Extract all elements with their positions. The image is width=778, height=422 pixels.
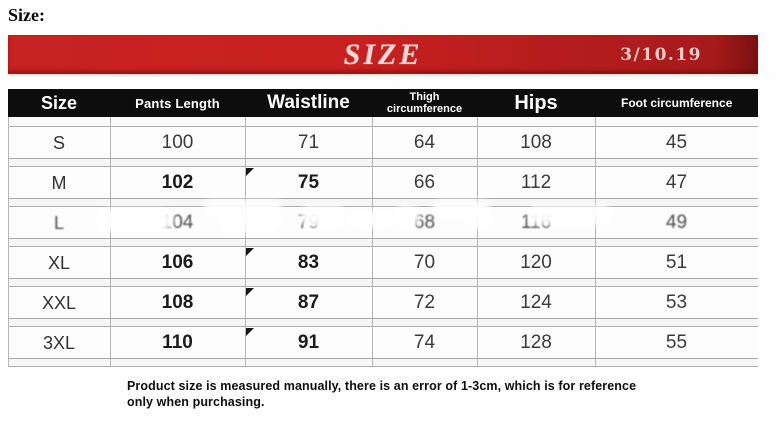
size-section-label: Size: [8, 5, 45, 25]
value-cell: 83 [297, 251, 320, 273]
cell-corner-marker-icon [246, 168, 254, 176]
grid-spacer-row [8, 159, 758, 167]
grid-spacer-row [8, 239, 758, 247]
value-cell: 87 [297, 291, 320, 313]
column-header-hips: Hips [514, 91, 558, 114]
value-cell: 124 [520, 291, 552, 313]
column-header-thigh-circumference: Thigh circumference [386, 91, 463, 115]
value-cell: 108 [161, 291, 194, 313]
whiteout-smudge [96, 209, 174, 231]
value-cell: 45 [665, 131, 688, 153]
size-cell: XXL [41, 292, 77, 313]
value-cell: 110 [162, 331, 193, 353]
value-cell: 66 [413, 171, 436, 193]
grid-spacer-row [8, 279, 758, 287]
grid-line [595, 117, 596, 367]
value-cell: 53 [665, 291, 688, 313]
size-cell: L [53, 212, 64, 233]
whiteout-smudge [466, 207, 492, 229]
table-row: 3XL 110 91 74 128 55 [8, 327, 758, 359]
value-cell: 51 [665, 251, 688, 273]
whiteout-smudge [300, 205, 346, 227]
column-header-size: Size [40, 92, 78, 113]
value-cell: 112 [520, 171, 552, 193]
table-header-row: Size Pants Length Waistline Thigh circum… [8, 89, 758, 117]
grid-line [245, 117, 246, 367]
value-cell: 91 [297, 331, 320, 353]
whiteout-smudge [528, 205, 612, 225]
grid-spacer-row [8, 359, 758, 367]
value-cell: 128 [520, 331, 552, 353]
column-header-pants-length: Pants Length [135, 95, 220, 111]
grid-line [8, 117, 9, 367]
value-cell: 47 [665, 171, 688, 193]
value-cell: 70 [413, 251, 436, 273]
table-row: S 100 71 64 108 45 [8, 127, 758, 159]
grid-line [372, 117, 373, 367]
value-cell: 49 [665, 211, 688, 233]
value-cell: 100 [161, 131, 194, 153]
value-cell: 71 [297, 131, 320, 153]
value-cell: 75 [297, 171, 320, 193]
value-cell: 120 [520, 251, 552, 273]
grid-spacer-row [8, 117, 758, 127]
value-cell: 64 [413, 131, 436, 153]
table-row: XXL 108 87 72 124 53 [8, 287, 758, 319]
cell-corner-marker-icon [246, 328, 254, 336]
column-header-waistline: Waistline [267, 92, 350, 113]
value-cell: 106 [161, 251, 194, 273]
cell-corner-marker-icon [246, 248, 254, 256]
size-cell: M [51, 172, 67, 193]
footer-note: Product size is measured manually, there… [127, 378, 636, 411]
size-cell: S [52, 132, 65, 153]
banner-date: 3/10.19 [620, 45, 702, 65]
size-cell: XL [47, 252, 71, 273]
footer-note-line: only when purchasing. [127, 395, 265, 410]
whiteout-smudge [394, 205, 420, 229]
value-cell: 72 [413, 291, 436, 313]
value-cell: 108 [520, 131, 552, 153]
whiteout-smudge [204, 200, 282, 215]
value-cell: 74 [413, 331, 436, 353]
size-banner: SIZE 3/10.19 [8, 35, 758, 74]
size-cell: 3XL [42, 332, 76, 353]
value-cell: 102 [161, 171, 194, 193]
column-header-foot-circumference: Foot circumference [621, 95, 733, 110]
whiteout-smudge [348, 211, 396, 227]
cell-corner-marker-icon [246, 288, 254, 296]
value-cell: 55 [665, 331, 688, 353]
size-table-body: S100716410845M102756611247L104796811649X… [8, 117, 758, 367]
table-row: XL 106 83 70 120 51 [8, 247, 758, 279]
grid-spacer-row [8, 199, 758, 207]
grid-line [477, 117, 478, 367]
whiteout-smudge [220, 213, 282, 233]
grid-line [110, 117, 111, 367]
footer-note-line: Product size is measured manually, there… [127, 379, 637, 393]
banner-title: SIZE [343, 38, 423, 71]
table-row: M 102 75 66 112 47 [8, 167, 758, 199]
grid-spacer-row [8, 319, 758, 327]
